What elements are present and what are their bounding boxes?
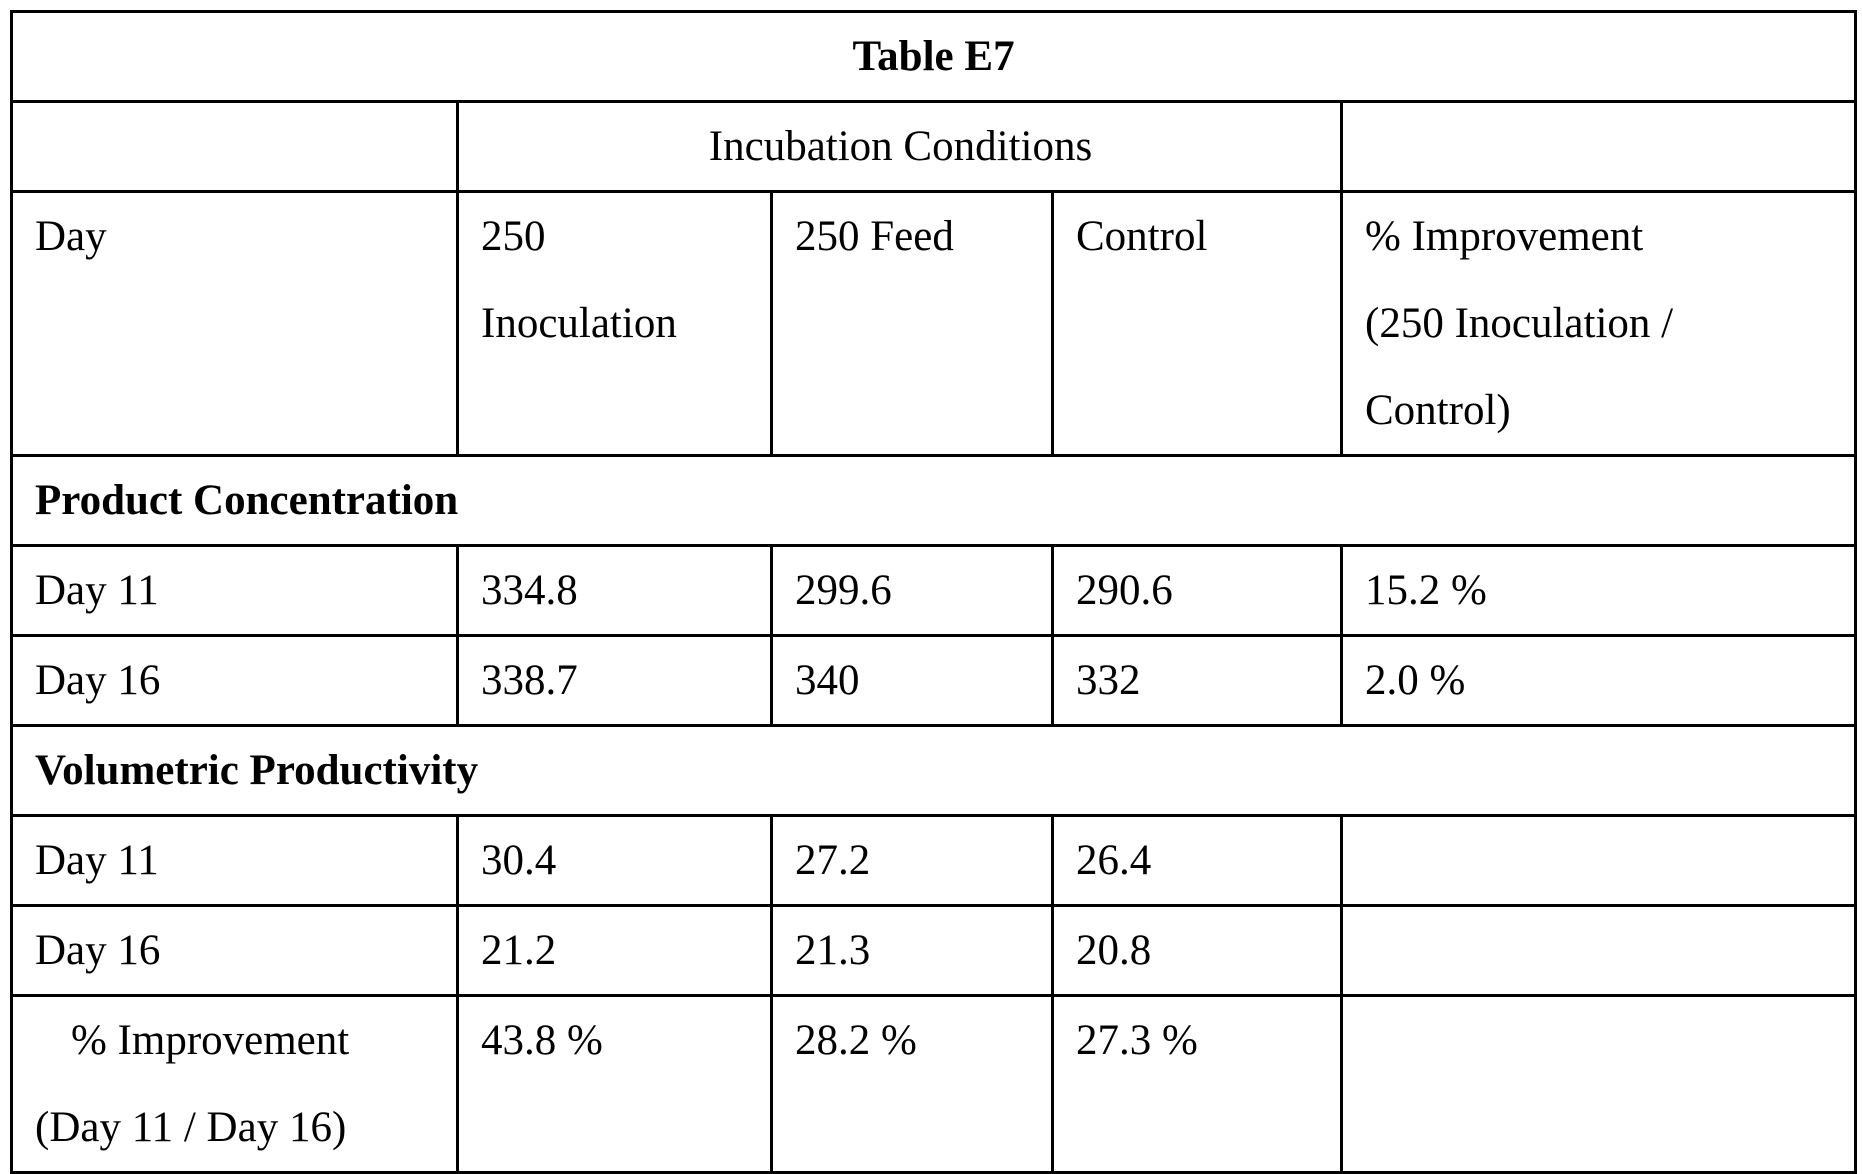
header-improvement-line2: (250 Inoculation / <box>1365 280 1834 367</box>
group-header-incubation-conditions: Incubation Conditions <box>456 100 1343 193</box>
group-header-row: Incubation Conditions <box>10 100 1858 193</box>
cell-feed: 299.6 <box>770 544 1054 637</box>
header-250-inoculation-line1: 250 <box>481 213 546 260</box>
column-header-row: Day 250 Inoculation 250 Feed Control % I… <box>10 190 1858 457</box>
cell-control: 332 <box>1051 634 1343 727</box>
header-day: Day <box>10 190 459 457</box>
section-label: Product Concentration <box>9 454 1858 547</box>
header-250-inoculation-line2: Inoculation <box>481 300 677 347</box>
header-improvement-line2-part-c: / <box>1661 300 1674 347</box>
cell-inoculation: 21.2 <box>456 904 773 997</box>
cell-feed: 28.2 % <box>770 994 1054 1174</box>
header-250-inoculation: 250 Inoculation <box>456 190 773 457</box>
empty-header-cell <box>1339 100 1858 193</box>
improvement-row: % Improvement (Day 11 / Day 16) 43.8 % 2… <box>10 994 1858 1174</box>
cell-control: 26.4 <box>1051 814 1343 907</box>
cell-day: Day 11 <box>10 814 459 907</box>
header-250-feed: 250 Feed <box>770 190 1054 457</box>
cell-day: Day 11 <box>10 544 459 637</box>
header-improvement-line2-part-a: (250 <box>1365 300 1444 347</box>
improvement-label-line2: (Day 11 / Day 16) <box>35 1104 347 1151</box>
empty-header-cell <box>10 100 459 193</box>
cell-control: 20.8 <box>1051 904 1343 997</box>
cell-feed: 340 <box>770 634 1054 727</box>
improvement-label-line1: % Improvement <box>71 1017 350 1064</box>
cell-inoculation: 334.8 <box>456 544 773 637</box>
table-e7-container: Table E7 Incubation Conditions Day 250 I… <box>9 10 1858 1174</box>
cell-inoculation: 338.7 <box>456 634 773 727</box>
table-row: Day 16 21.2 21.3 20.8 <box>10 904 1858 997</box>
data-table: Table E7 Incubation Conditions Day 250 I… <box>9 10 1858 1174</box>
cell-inoculation: 30.4 <box>456 814 773 907</box>
section-row-volumetric-productivity: Volumetric Productivity <box>9 724 1858 817</box>
cell-feed: 21.3 <box>770 904 1054 997</box>
cell-improvement: 15.2 % <box>1339 544 1858 637</box>
cell-improvement <box>1339 904 1858 997</box>
table-row: Day 11 334.8 299.6 290.6 15.2 % <box>10 544 1858 637</box>
table-row: Day 11 30.4 27.2 26.4 <box>10 814 1858 907</box>
title-row: Table E7 <box>9 10 1858 103</box>
cell-improvement-label: % Improvement (Day 11 / Day 16) <box>10 994 459 1174</box>
cell-improvement <box>1339 814 1858 907</box>
table-title: Table E7 <box>9 10 1858 103</box>
header-improvement-line1: % Improvement <box>1365 213 1644 260</box>
cell-control: 27.3 % <box>1051 994 1343 1174</box>
cell-improvement: 2.0 % <box>1339 634 1858 727</box>
header-improvement-line2-part-b: Inoculation <box>1454 300 1651 347</box>
header-improvement-line3: Control) <box>1365 387 1511 434</box>
cell-feed: 27.2 <box>770 814 1054 907</box>
section-label: Volumetric Productivity <box>9 724 1858 817</box>
cell-day: Day 16 <box>10 904 459 997</box>
cell-control: 290.6 <box>1051 544 1343 637</box>
table-row: Day 16 338.7 340 332 2.0 % <box>10 634 1858 727</box>
section-row-product-concentration: Product Concentration <box>9 454 1858 547</box>
cell-day: Day 16 <box>10 634 459 727</box>
cell-improvement <box>1339 994 1858 1174</box>
cell-inoculation: 43.8 % <box>456 994 773 1174</box>
header-control: Control <box>1051 190 1343 457</box>
header-percent-improvement: % Improvement (250 Inoculation / Control… <box>1339 190 1858 457</box>
